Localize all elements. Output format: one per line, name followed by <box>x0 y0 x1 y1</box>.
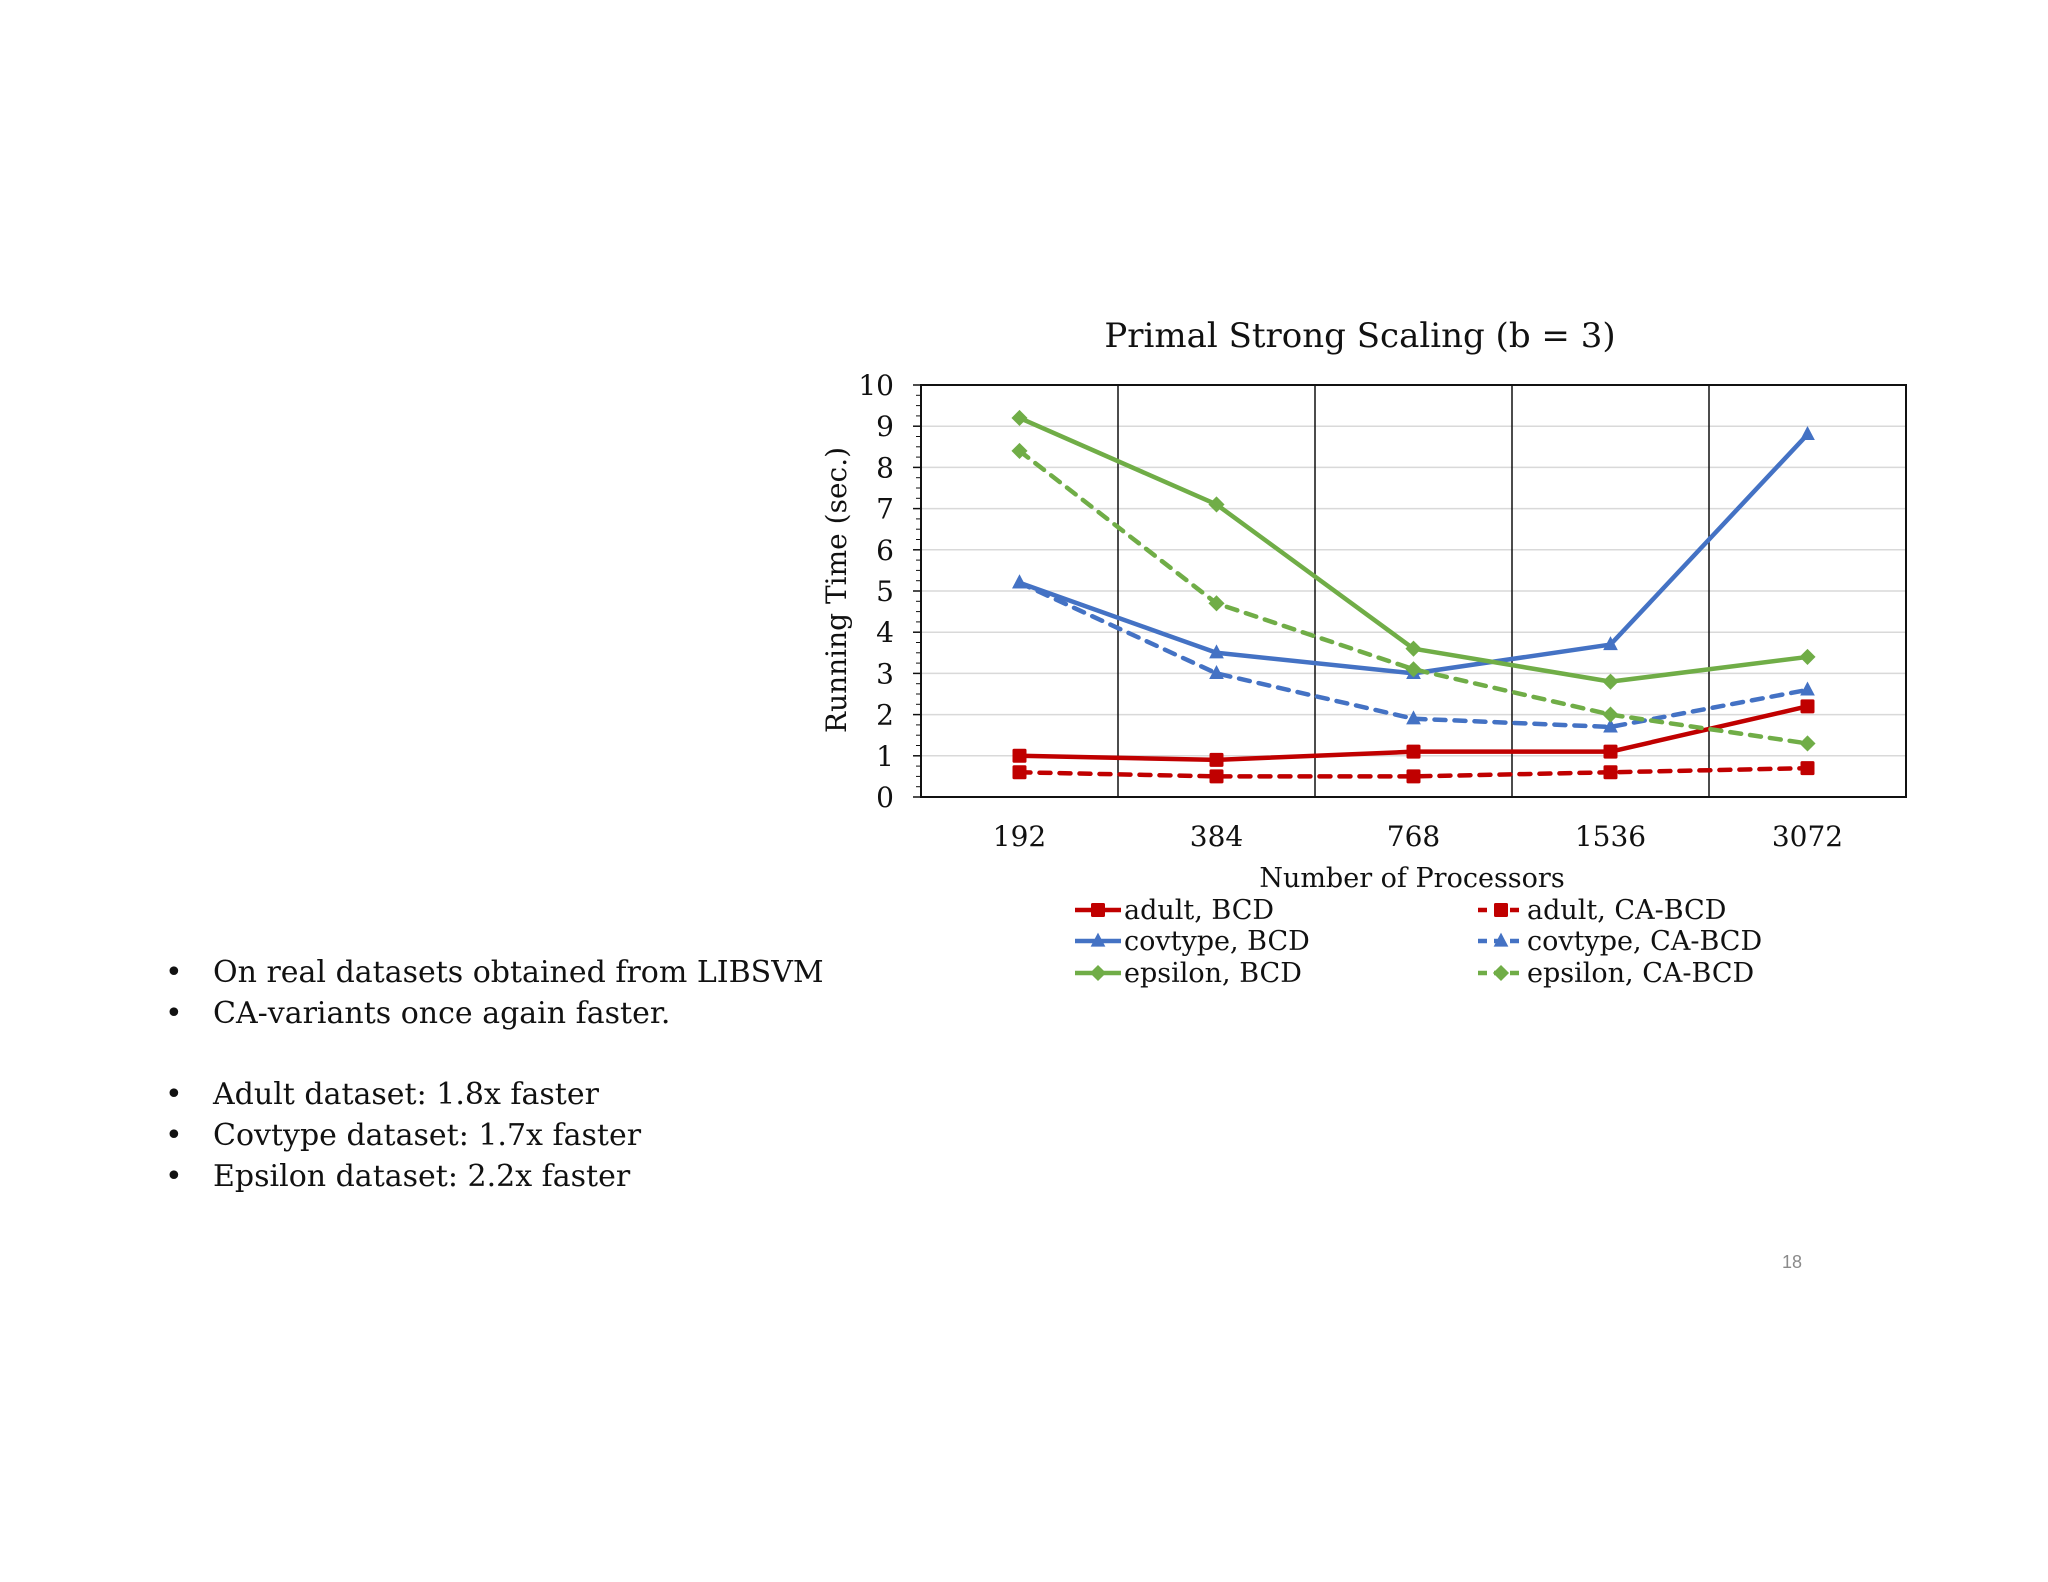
data-point <box>1209 752 1224 767</box>
legend-marker <box>1089 964 1107 982</box>
x-tick-label: 768 <box>1387 820 1440 853</box>
data-point <box>1012 748 1027 763</box>
y-tick-label: 7 <box>876 493 894 526</box>
y-tick-label: 10 <box>858 369 894 402</box>
data-point <box>1011 409 1028 427</box>
bullet-item: On real datasets obtained from LIBSVM <box>165 952 824 993</box>
data-point <box>1405 640 1422 657</box>
data-point <box>1012 574 1027 589</box>
legend-label: epsilon, BCD <box>1124 958 1302 989</box>
series-lines <box>1011 409 1816 784</box>
y-axis-label-group: Running Time (sec.) <box>820 447 853 733</box>
data-point <box>1603 718 1618 733</box>
data-point <box>1603 636 1618 651</box>
series-line-epsilon-ca-bcd <box>1017 448 1810 746</box>
y-tick-label: 3 <box>876 657 894 690</box>
data-point <box>1800 761 1815 776</box>
data-point <box>1603 765 1618 780</box>
data-point <box>1602 706 1619 723</box>
chart-title: Primal Strong Scaling (b = 3) <box>1104 316 1615 356</box>
x-tick-label: 3072 <box>1772 820 1843 853</box>
data-point <box>1799 648 1816 665</box>
data-point <box>1800 426 1815 441</box>
data-point <box>1406 769 1421 784</box>
y-tick-label: 2 <box>876 699 894 732</box>
data-point <box>1799 735 1816 752</box>
data-point <box>1406 710 1421 725</box>
x-tick-label: 192 <box>993 820 1046 853</box>
data-point <box>1406 744 1421 759</box>
series-line-adult-ca-bcd <box>1017 765 1810 779</box>
y-tick-label: 0 <box>876 781 894 814</box>
y-tick-label: 8 <box>876 451 894 484</box>
legend-marker <box>1493 932 1509 947</box>
y-axis-label: Running Time (sec.) <box>820 447 853 733</box>
bullet-list-speedups: Adult dataset: 1.8x faster Covtype datas… <box>165 1074 641 1197</box>
bullet-item: Epsilon dataset: 2.2x faster <box>165 1156 641 1197</box>
legend-label: adult, CA-BCD <box>1527 895 1726 926</box>
data-point <box>1209 665 1224 679</box>
data-point <box>1603 744 1618 759</box>
y-tick-label: 6 <box>876 534 894 567</box>
data-point <box>1209 644 1224 659</box>
data-point <box>1405 661 1422 678</box>
data-point <box>1011 442 1028 459</box>
y-tick-label: 4 <box>876 616 894 649</box>
legend: adult, BCD adult, CA-BCD covtype, BCD covty… <box>1075 895 1762 989</box>
y-tick-label: 5 <box>876 575 894 608</box>
bullet-item: Adult dataset: 1.8x faster <box>165 1074 641 1115</box>
data-point <box>1602 673 1619 690</box>
data-point <box>1800 681 1815 696</box>
x-axis-label: Number of Processors <box>1259 863 1564 894</box>
data-point <box>1208 595 1225 612</box>
y-axis-ticks: 0 1 2 3 4 5 6 7 8 9 10 192 384 768 1536 3072 <box>858 369 1843 853</box>
legend-marker <box>1090 932 1106 947</box>
legend-label: covtype, BCD <box>1124 926 1310 957</box>
data-point <box>1012 765 1027 780</box>
data-point <box>1208 496 1225 513</box>
bullet-item: Covtype dataset: 1.7x faster <box>165 1115 641 1156</box>
page-number: 18 <box>1782 1252 1803 1272</box>
legend-label: adult, BCD <box>1124 895 1274 926</box>
x-tick-label: 1536 <box>1575 820 1646 853</box>
y-tick-label: 9 <box>876 410 894 443</box>
legend-marker <box>1091 903 1105 917</box>
data-point <box>1800 699 1815 714</box>
legend-label: epsilon, CA-BCD <box>1527 958 1754 989</box>
y-tick-label: 1 <box>876 740 894 773</box>
x-tick-label: 384 <box>1190 820 1243 853</box>
legend-marker <box>1492 964 1510 982</box>
legend-label: covtype, CA-BCD <box>1527 926 1762 957</box>
bullet-list-datasets: On real datasets obtained from LIBSVM CA… <box>165 952 824 1034</box>
data-point <box>1209 769 1224 784</box>
bullet-item: CA-variants once again faster. <box>165 993 824 1034</box>
legend-marker <box>1494 903 1508 917</box>
